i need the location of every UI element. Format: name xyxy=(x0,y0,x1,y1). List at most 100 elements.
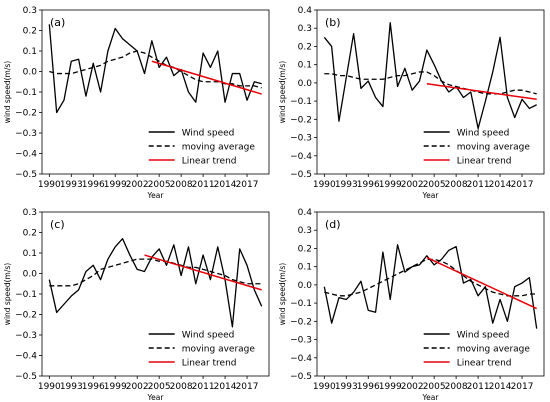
x-tick-label: 2011 xyxy=(192,382,215,392)
y-tick-label: −0.3 xyxy=(15,129,37,139)
y-tick-label: −0.2 xyxy=(290,317,312,327)
x-tick-label: 1990 xyxy=(313,180,336,190)
series-wind-speed-line xyxy=(48,24,262,114)
x-tick-label: 2011 xyxy=(467,180,490,190)
plot-frame xyxy=(316,211,545,377)
plot-area xyxy=(323,244,538,329)
x-tick-label: 1996 xyxy=(357,382,380,392)
y-tick-label: −0.1 xyxy=(15,88,37,98)
legend: Wind speed moving average Linear trend xyxy=(423,331,531,369)
y-tick-label: −0.4 xyxy=(290,152,312,162)
panel-label: (a) xyxy=(50,16,65,29)
plot-area xyxy=(323,22,537,130)
y-tick-label: 0.3 xyxy=(23,6,37,16)
y-tick-label: −0.2 xyxy=(15,109,37,119)
legend-label-linear-trend: Linear trend xyxy=(457,157,512,167)
y-tick-label: −0.2 xyxy=(15,311,37,321)
x-tick-label: 1996 xyxy=(357,180,380,190)
panel-label: (d) xyxy=(325,218,341,231)
legend-label-moving-average: moving average xyxy=(182,345,256,355)
x-tick-label: 2011 xyxy=(467,382,490,392)
x-tick-label: 2005 xyxy=(148,180,171,190)
y-tick-label: 0.1 xyxy=(298,61,312,71)
y-tick-label: 0.1 xyxy=(298,263,312,273)
x-tick-label: 2005 xyxy=(423,180,446,190)
y-tick-label: 0.0 xyxy=(298,281,313,291)
x-tick-label: 2014 xyxy=(214,382,237,392)
x-tick-label: 2017 xyxy=(236,382,259,392)
series-wind-speed-line xyxy=(323,244,538,329)
y-tick-label: 0.2 xyxy=(23,229,37,239)
x-tick-label: 2005 xyxy=(148,382,171,392)
x-tick-label: 1996 xyxy=(82,382,105,392)
x-tick-label: 1999 xyxy=(104,382,127,392)
panel-label: (b) xyxy=(325,16,341,29)
y-tick-label: −0.5 xyxy=(290,170,312,180)
x-tick-label: 2002 xyxy=(401,180,424,190)
legend-label-moving-average: moving average xyxy=(182,143,256,153)
y-tick-label: −0.4 xyxy=(290,354,312,364)
x-tick-label: 2017 xyxy=(511,382,534,392)
x-tick-label: 1999 xyxy=(104,180,127,190)
x-tick-label: 2002 xyxy=(401,382,424,392)
series-linear-trend-line xyxy=(144,254,262,291)
x-axis-label: Year xyxy=(422,191,440,200)
series-wind-speed-line xyxy=(323,22,537,130)
x-tick-label: 2014 xyxy=(489,382,512,392)
x-tick-label: 1993 xyxy=(60,382,83,392)
y-axis-label: wind speed(m/s) xyxy=(278,61,287,123)
y-axis-label: wind speed(m/s) xyxy=(278,263,287,325)
y-tick-label: −0.1 xyxy=(290,97,312,107)
x-tick-label: 2008 xyxy=(170,382,193,392)
plot-frame xyxy=(316,9,545,175)
x-tick-label: 2008 xyxy=(445,382,468,392)
y-tick-label: 0.2 xyxy=(298,244,312,254)
x-tick-label: 2002 xyxy=(126,180,149,190)
series-linear-trend-line xyxy=(426,256,537,310)
x-tick-label: 2008 xyxy=(445,180,468,190)
y-tick-label: −0.5 xyxy=(290,372,312,382)
series-linear-trend-line xyxy=(151,60,262,95)
series-wind-speed-line xyxy=(48,237,263,328)
x-tick-label: 1993 xyxy=(60,180,83,190)
y-tick-label: −0.3 xyxy=(15,331,37,341)
legend: Wind speed moving average Linear trend xyxy=(148,129,256,167)
legend: Wind speed moving average Linear trend xyxy=(148,331,256,369)
y-axis-label: wind speed(m/s) xyxy=(3,263,12,325)
x-axis-label: Year xyxy=(147,393,165,402)
y-tick-label: 0.3 xyxy=(298,226,312,236)
legend-label-wind-speed: Wind speed xyxy=(457,129,510,139)
y-tick-label: −0.3 xyxy=(290,336,312,346)
x-tick-label: 2017 xyxy=(236,180,259,190)
x-tick-label: 1990 xyxy=(38,180,61,190)
series-linear-trend-line xyxy=(426,83,537,101)
y-tick-label: −0.1 xyxy=(290,299,312,309)
x-tick-label: 2002 xyxy=(126,382,149,392)
y-tick-label: −0.5 xyxy=(15,170,37,180)
y-tick-label: 0.2 xyxy=(23,27,37,37)
legend-label-linear-trend: Linear trend xyxy=(182,359,237,369)
x-tick-label: 1999 xyxy=(379,180,402,190)
y-tick-label: 0.0 xyxy=(23,270,38,280)
legend-label-moving-average: moving average xyxy=(457,143,531,153)
x-tick-label: 1990 xyxy=(38,382,61,392)
series-moving-average-line xyxy=(324,71,537,95)
y-tick-label: −0.5 xyxy=(15,372,37,382)
y-tick-label: 0.0 xyxy=(298,79,313,89)
y-tick-label: 0.4 xyxy=(298,208,313,218)
legend-label-moving-average: moving average xyxy=(457,345,531,355)
legend-label-linear-trend: Linear trend xyxy=(182,157,237,167)
y-tick-label: 0.4 xyxy=(298,6,313,16)
x-tick-label: 1999 xyxy=(379,382,402,392)
y-tick-label: −0.3 xyxy=(290,134,312,144)
plot-area xyxy=(48,24,262,114)
y-axis-label: wind speed(m/s) xyxy=(3,61,12,123)
legend-label-wind-speed: Wind speed xyxy=(182,129,235,139)
x-tick-label: 2005 xyxy=(423,382,446,392)
series-moving-average-line xyxy=(324,258,537,297)
